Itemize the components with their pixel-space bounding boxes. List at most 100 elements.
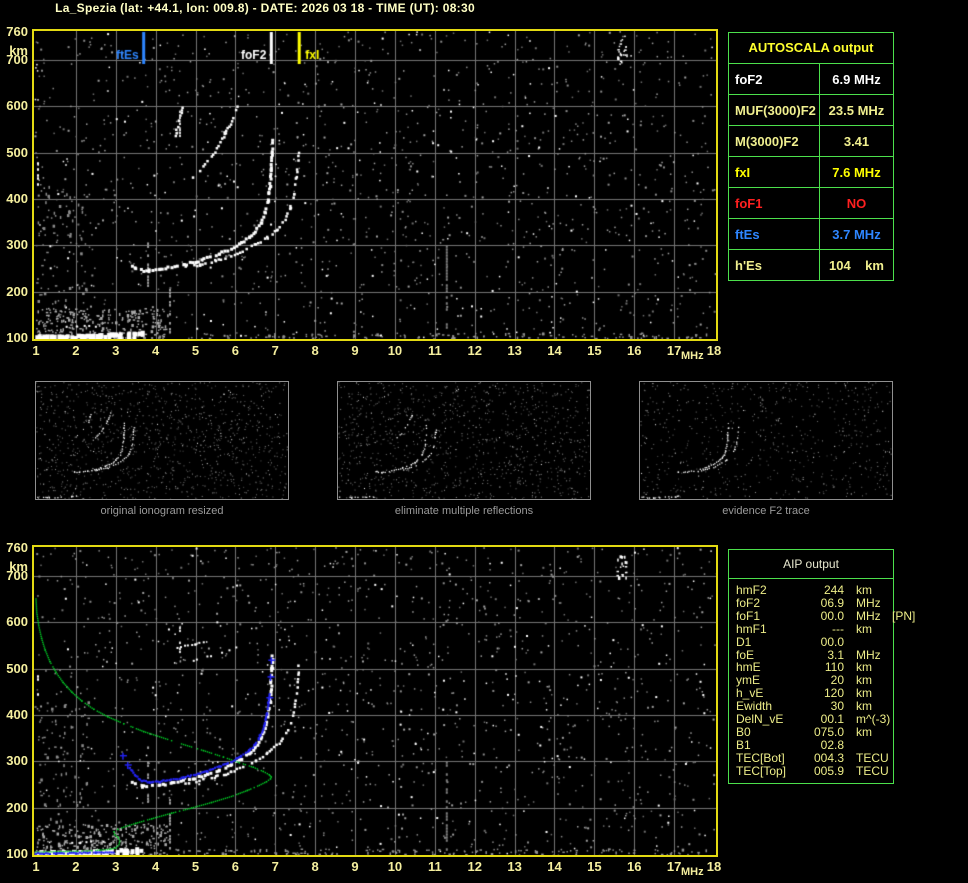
thumbnail-caption: eliminate multiple reflections — [394, 505, 534, 517]
x-axis-unit: MHz — [681, 866, 704, 878]
aip-param: Ewidth — [736, 699, 773, 714]
x-tick-label: 16 — [627, 859, 642, 874]
x-tick-label: 11 — [427, 343, 442, 358]
thumbnail-canvas — [338, 382, 590, 499]
aip-unit: km — [856, 660, 872, 675]
x-tick-label: 16 — [627, 343, 642, 358]
thumbnail-canvas — [36, 382, 288, 499]
aip-row: hmE 110 km — [736, 661, 891, 674]
aip-param: foF2 — [736, 595, 761, 610]
aip-val: 244 — [823, 583, 844, 597]
x-tick-label: 10 — [387, 343, 403, 358]
thumbnail-canvas — [640, 382, 892, 499]
aip-unit: TECU — [856, 763, 889, 778]
autoscala-table: AUTOSCALA output foF2 6.9 MHz MUF(3000)F… — [728, 32, 894, 281]
aip-param: B1 — [736, 737, 751, 752]
aip-unit: km — [856, 724, 872, 739]
table-row: foF1 NO — [729, 188, 893, 219]
aip-param: D1 — [736, 634, 752, 649]
aip-row: hmF2 244 km — [736, 584, 891, 597]
x-tick-label: 8 — [311, 343, 319, 358]
aip-row: TEC[Top] 005.9 TECU — [736, 763, 892, 778]
aip-param: h_vE — [736, 686, 764, 701]
x-tick-label: 18 — [706, 859, 722, 874]
x-tick-label: 14 — [547, 859, 562, 874]
aip-row: hmF1 --- km — [736, 622, 891, 636]
aip-unit: MHz — [856, 647, 881, 662]
aip-row: h_vE 120 km — [736, 687, 891, 700]
aip-note — [890, 752, 892, 765]
aip-note — [890, 636, 892, 649]
aip-unit: MHz — [856, 608, 881, 623]
aip-param: foF1 — [736, 608, 761, 623]
aip-table-title: AIP output — [729, 550, 893, 579]
aip-param: B0 — [736, 724, 751, 739]
aip-row: ymE 20 km — [736, 674, 891, 687]
x-tick-label: 8 — [311, 859, 319, 874]
aip-param: hmF2 — [736, 583, 767, 597]
aip-note — [890, 661, 892, 674]
x-axis-unit: MHz — [681, 350, 704, 362]
table-row: fxI 7.6 MHz — [729, 157, 893, 188]
aip-note — [890, 713, 892, 726]
y-tick-label: 760 — [6, 540, 28, 555]
thumbnail-caption: evidence F2 trace — [722, 505, 810, 517]
aip-note — [890, 765, 892, 778]
aip-val: 06.9 — [820, 595, 844, 610]
aip-note — [890, 649, 892, 662]
x-tick-label: 2 — [72, 859, 80, 874]
x-tick-label: 12 — [467, 343, 482, 358]
aip-val: 3.1 — [827, 647, 844, 662]
x-tick-label: 4 — [152, 343, 160, 358]
bottom-ionogram-canvas — [34, 547, 716, 855]
aip-note — [890, 584, 892, 597]
y-tick-label: 200 — [6, 283, 28, 299]
thumbnail-eliminate-reflections — [337, 381, 591, 500]
aip-val: 004.3 — [813, 750, 844, 765]
top-ionogram-panel — [32, 29, 718, 341]
x-tick-label: 9 — [351, 343, 359, 358]
table-row: foF2 6.9 MHz — [729, 64, 893, 95]
thumbnail-f2-trace — [639, 381, 893, 500]
x-tick-label: 5 — [191, 343, 200, 358]
aip-unit: km — [856, 686, 872, 701]
aip-val: 075.0 — [813, 724, 844, 739]
aip-row: Ewidth 30 km — [736, 700, 891, 713]
aip-param: DelN_vE — [736, 712, 784, 727]
y-tick-label: 400 — [6, 706, 28, 722]
aip-table: AIP output hmF2 244 km foF2 06.9 MHz foF1 00.0 M… — [728, 549, 915, 784]
x-tick-label: 15 — [587, 343, 602, 358]
table-row: ftEs 3.7 MHz — [729, 219, 893, 250]
aip-table-body: hmF2 244 km foF2 06.9 MHz foF1 00.0 MHz [PN] hmF1 -… — [729, 579, 915, 783]
x-tick-label: 9 — [351, 859, 359, 874]
autoscala-table-title: AUTOSCALA output — [729, 33, 893, 64]
x-tick-label: 1 — [32, 343, 40, 358]
aip-val: 00.0 — [820, 608, 844, 623]
y-axis-unit: km — [9, 559, 28, 574]
y-tick-label: 760 — [6, 24, 28, 39]
x-tick-label: 4 — [152, 859, 160, 874]
x-tick-label: 13 — [507, 859, 522, 874]
x-tick-label: 10 — [387, 859, 403, 874]
x-tick-label: 11 — [427, 859, 442, 874]
x-tick-label: 7 — [271, 343, 279, 358]
y-tick-label: 500 — [6, 660, 28, 676]
y-tick-label: 700 — [6, 567, 28, 583]
aip-param: TEC[Top] — [736, 763, 787, 778]
aip-val: 00.1 — [820, 712, 844, 727]
aip-unit: m^(-3) — [856, 712, 891, 727]
aip-note — [890, 700, 892, 713]
x-tick-label: 13 — [507, 343, 522, 358]
aip-unit: TECU — [856, 750, 889, 765]
aip-unit — [844, 636, 890, 649]
aip-val: 110 — [824, 660, 844, 675]
thumbnail-caption: original ionogram resized — [100, 505, 224, 517]
y-axis-unit: km — [9, 43, 28, 58]
aip-row: foF1 00.0 MHz [PN] — [736, 608, 915, 623]
aip-val: 00.0 — [820, 634, 844, 649]
y-tick-label: 300 — [6, 237, 28, 253]
aip-unit: km — [856, 673, 872, 688]
x-tick-label: 5 — [191, 859, 200, 874]
x-tick-label: 12 — [467, 859, 482, 874]
y-tick-label: 600 — [6, 98, 28, 114]
